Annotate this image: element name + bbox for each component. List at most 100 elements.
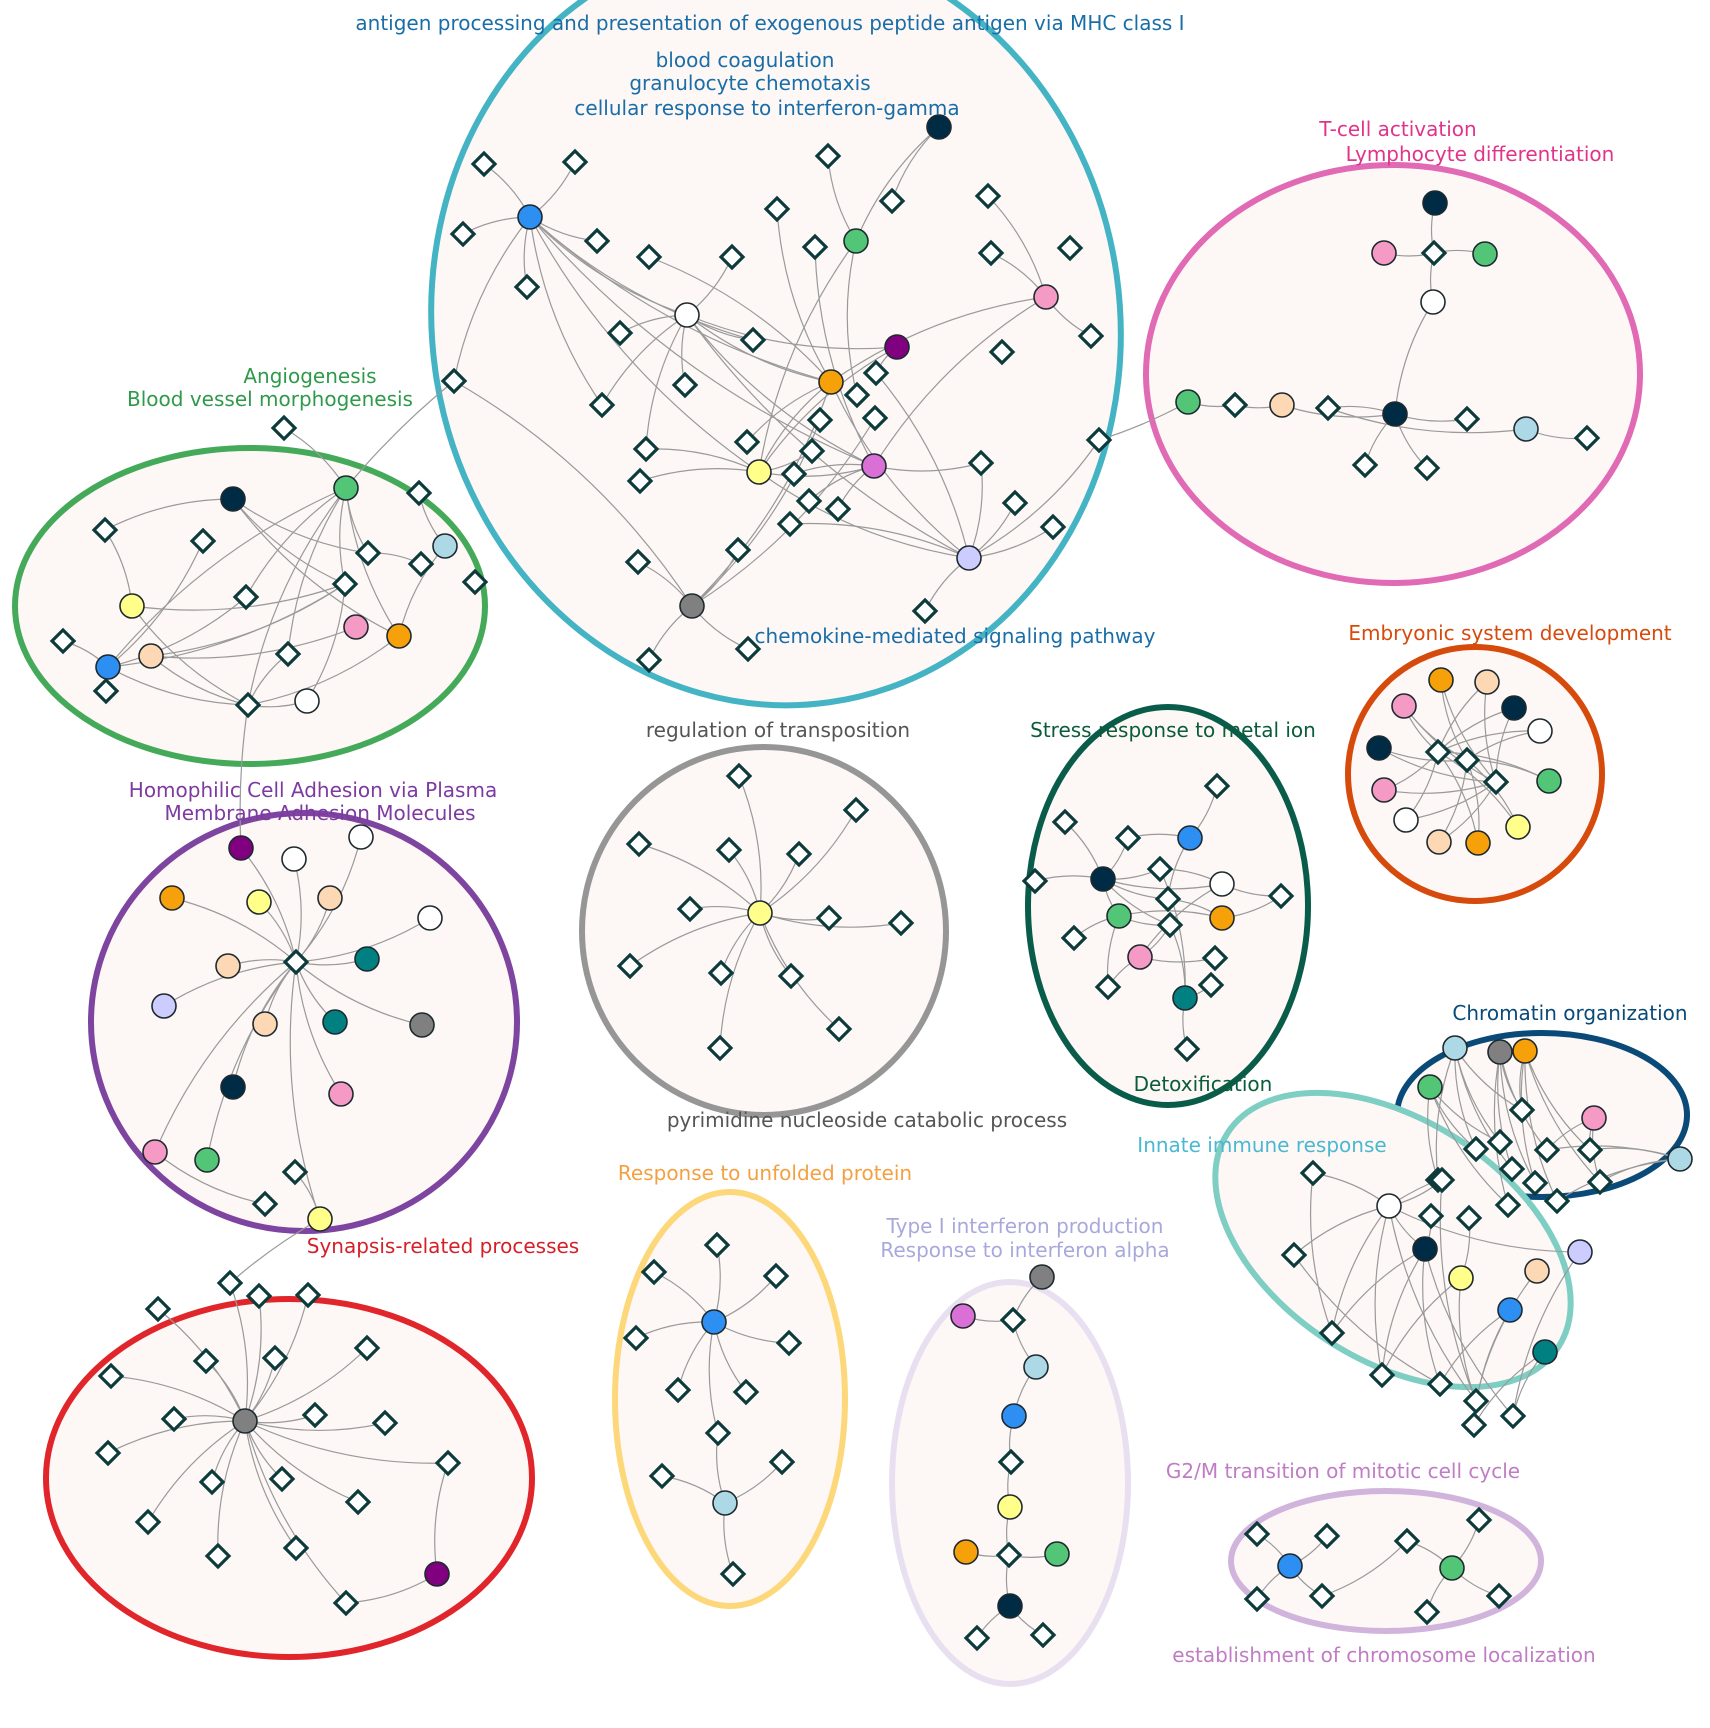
edge (638, 843, 761, 914)
edge (855, 126, 940, 242)
diamond-node (648, 1462, 676, 1490)
diamond-node (1029, 1621, 1057, 1649)
circle-node-lavender (151, 993, 177, 1019)
circle-node-orange (159, 885, 185, 911)
edge (131, 583, 346, 611)
diamond-node (843, 381, 871, 409)
circle-node-violet (861, 453, 887, 479)
diamond-node (434, 1449, 462, 1477)
circle-node-teal (1532, 1339, 1558, 1365)
diamond-node (353, 1334, 381, 1362)
diamond-node (449, 220, 477, 248)
diamond-node (997, 1448, 1025, 1476)
diamond-node (1413, 454, 1441, 482)
circle-node-navy (1501, 695, 1527, 721)
diamond-node (1156, 911, 1184, 939)
diamond-node (274, 640, 302, 668)
edge (830, 381, 970, 559)
diamond-node (1499, 1402, 1527, 1430)
circle-node-white (348, 824, 374, 850)
label-adhesion-0: Homophilic Cell Adhesion via Plasma (129, 778, 497, 802)
diamond-node (234, 691, 262, 719)
diamond-node (331, 570, 359, 598)
diamond-node (1486, 1128, 1514, 1156)
circle-node-navy (220, 486, 246, 512)
diamond-node (407, 550, 435, 578)
diamond-node (588, 391, 616, 419)
diamond-node (795, 487, 823, 515)
edge (1381, 1248, 1426, 1376)
circle-node-lightblue (1513, 416, 1539, 442)
diamond-node (625, 830, 653, 858)
circle-node-navy (1090, 866, 1116, 892)
diamond-node (963, 1624, 991, 1652)
edge (104, 498, 234, 531)
label-immune-3: cellular response to interferon-gamma (574, 96, 959, 120)
diamond-node (1533, 1136, 1561, 1164)
edge (247, 487, 347, 706)
circle-node-navy (1366, 735, 1392, 761)
diamond-node (189, 527, 217, 555)
diamond-node (1001, 489, 1029, 517)
diamond-node (1051, 808, 1079, 836)
diamond-node (777, 962, 805, 990)
edge (529, 216, 603, 406)
label-metal-1: Detoxification (1134, 1072, 1273, 1096)
diamond-node (245, 1282, 273, 1310)
diamond-node (862, 359, 890, 387)
edge (738, 775, 762, 914)
diamond-node (1393, 1527, 1421, 1555)
edge (1293, 1254, 1441, 1385)
diamond-node (715, 836, 743, 864)
circle-node-yellow (246, 889, 272, 915)
circle-node-white (674, 302, 700, 328)
edge (453, 216, 531, 382)
circle-node-yellow (746, 459, 772, 485)
diamond-node (294, 1281, 322, 1309)
label-immune-1: blood coagulation (656, 48, 835, 72)
edge (529, 216, 754, 341)
edge (295, 961, 342, 1095)
diamond-node (1417, 1202, 1445, 1230)
diamond-node (1243, 1585, 1271, 1613)
diamond-node (1462, 1387, 1490, 1415)
edge (1435, 1047, 1456, 1181)
diamond-node (1494, 1191, 1522, 1219)
circle-node-grey (1487, 1039, 1513, 1065)
diamond-node (1455, 1204, 1483, 1232)
diamond-node (635, 243, 663, 271)
edge (529, 216, 760, 473)
diamond-node (1201, 944, 1229, 972)
edge (244, 1420, 359, 1503)
diamond-node (1299, 1159, 1327, 1187)
circle-node-peach (1524, 1258, 1550, 1284)
diamond-node (977, 239, 1005, 267)
diamond-node (719, 1560, 747, 1588)
circle-node-green (1175, 389, 1201, 415)
diamond-node (676, 895, 704, 923)
cluster-ellipse-interferon (889, 1279, 1131, 1687)
diamond-node (1280, 1241, 1308, 1269)
edge (1493, 1051, 1509, 1206)
circle-node-lightblue (712, 1490, 738, 1516)
edge (232, 498, 346, 585)
diamond-node (1482, 768, 1510, 796)
edge (245, 487, 347, 598)
edge (1546, 1145, 1681, 1160)
edge (1524, 1050, 1591, 1151)
diamond-node (911, 597, 939, 625)
circle-node-peach (215, 953, 241, 979)
circle-node-yellow (747, 900, 773, 926)
circle-node-orange (386, 623, 412, 649)
diamond-node (703, 1231, 731, 1259)
diamond-node (1428, 1166, 1456, 1194)
circle-node-navy (997, 1593, 1023, 1619)
diamond-node (1221, 391, 1249, 419)
circle-node-pink (1033, 284, 1059, 310)
diamond-node (144, 1295, 172, 1323)
diamond-node (780, 460, 808, 488)
edge (776, 208, 832, 383)
edge (529, 216, 875, 467)
edge (107, 666, 249, 706)
edge (968, 439, 1100, 559)
